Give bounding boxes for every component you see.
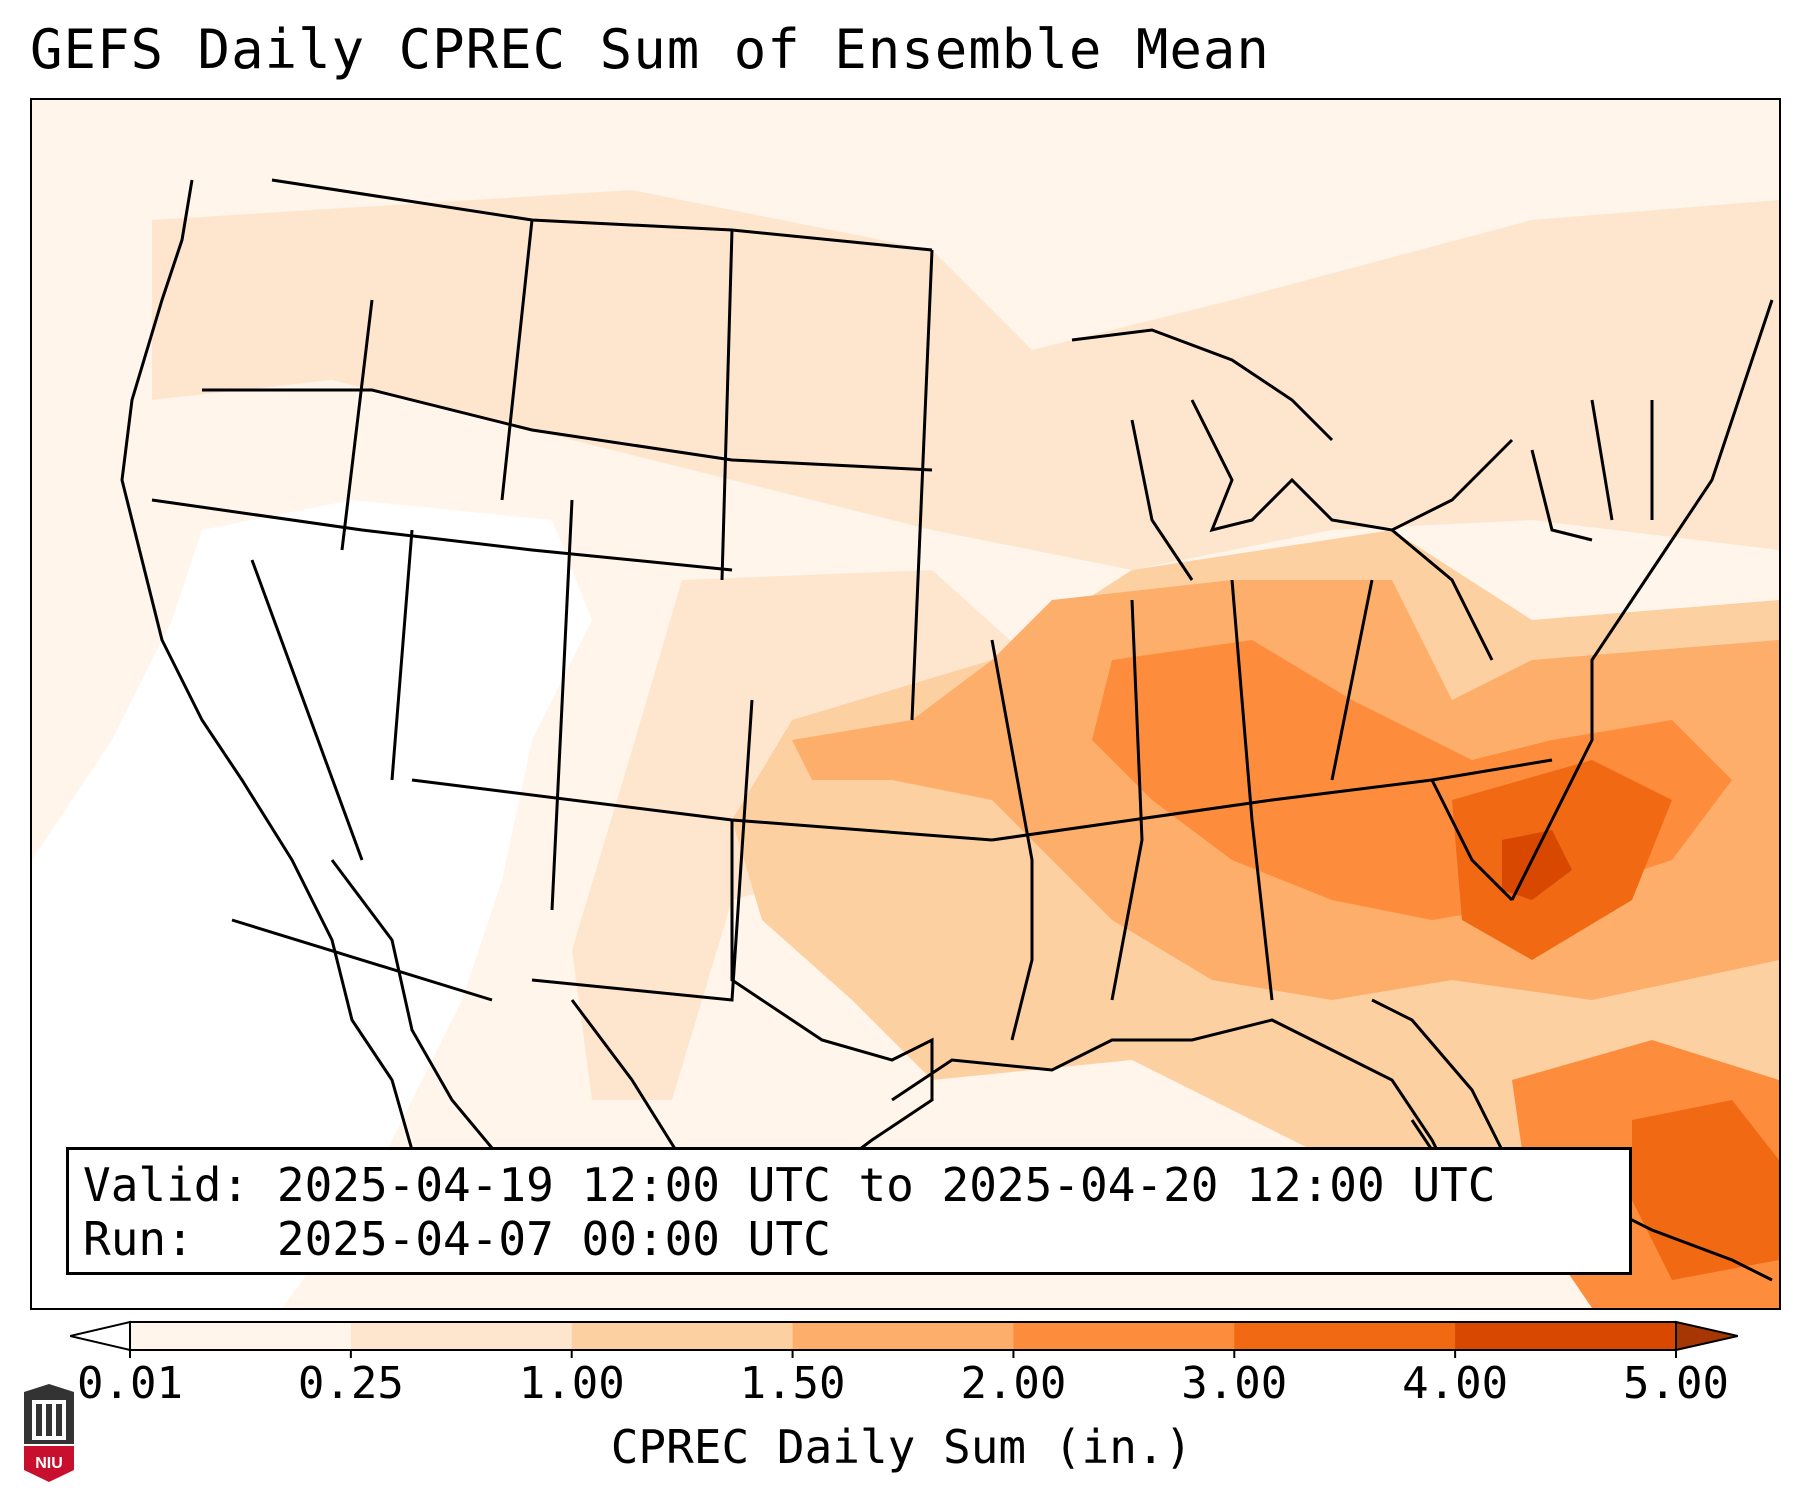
valid-value: 2025-04-19 12:00 UTC to 2025-04-20 12:00… [276, 1158, 1496, 1212]
colorbar-tick-label: 1.50 [739, 1358, 846, 1409]
run-label: Run: [83, 1212, 194, 1266]
colorbar-segment [1234, 1322, 1456, 1350]
info-box: Valid: 2025-04-19 12:00 UTC to 2025-04-2… [66, 1147, 1632, 1275]
colorbar-tick-label: 5.00 [1623, 1358, 1729, 1409]
light-precip-north [152, 190, 1779, 570]
colorbar-segment [1455, 1322, 1677, 1350]
niu-logo-icon: NIU [24, 1384, 74, 1482]
colorbar-under-extension [70, 1320, 131, 1352]
precipitation-map [32, 100, 1779, 1308]
valid-line: Valid: 2025-04-19 12:00 UTC to 2025-04-2… [83, 1158, 1615, 1212]
run-value: 2025-04-07 00:00 UTC [276, 1212, 831, 1266]
colorbar-segment [571, 1322, 794, 1350]
colorbar-tick-label: 4.00 [1402, 1358, 1509, 1409]
colorbar-tick-label: 0.25 [297, 1358, 404, 1409]
colorbar-segment [350, 1322, 573, 1350]
colorbar-tick-label: 1.00 [518, 1358, 625, 1409]
colorbar-label: CPREC Daily Sum (in.) [610, 1420, 1193, 1474]
colorbar-over-extension [1675, 1320, 1738, 1352]
state-boundaries [120, 178, 1774, 1282]
colorbar-tick-label: 0.01 [77, 1358, 183, 1409]
map-panel [30, 98, 1781, 1310]
colorbar-tick-label: 2.00 [960, 1358, 1067, 1409]
colorbar-segment [1013, 1322, 1235, 1350]
colorbar-segment [792, 1322, 1014, 1350]
colorbar-segment [130, 1322, 352, 1350]
colorbar [70, 1320, 1738, 1358]
run-line: Run: 2025-04-07 00:00 UTC [83, 1212, 1615, 1266]
colorbar-tick-label: 3.00 [1181, 1358, 1288, 1409]
valid-label: Valid: [83, 1158, 250, 1212]
dry-area-southwest [32, 500, 592, 1308]
logo-text: NIU [35, 1455, 63, 1472]
map-title: GEFS Daily CPREC Sum of Ensemble Mean [30, 18, 1270, 81]
colorbar-outline [129, 1321, 1677, 1351]
